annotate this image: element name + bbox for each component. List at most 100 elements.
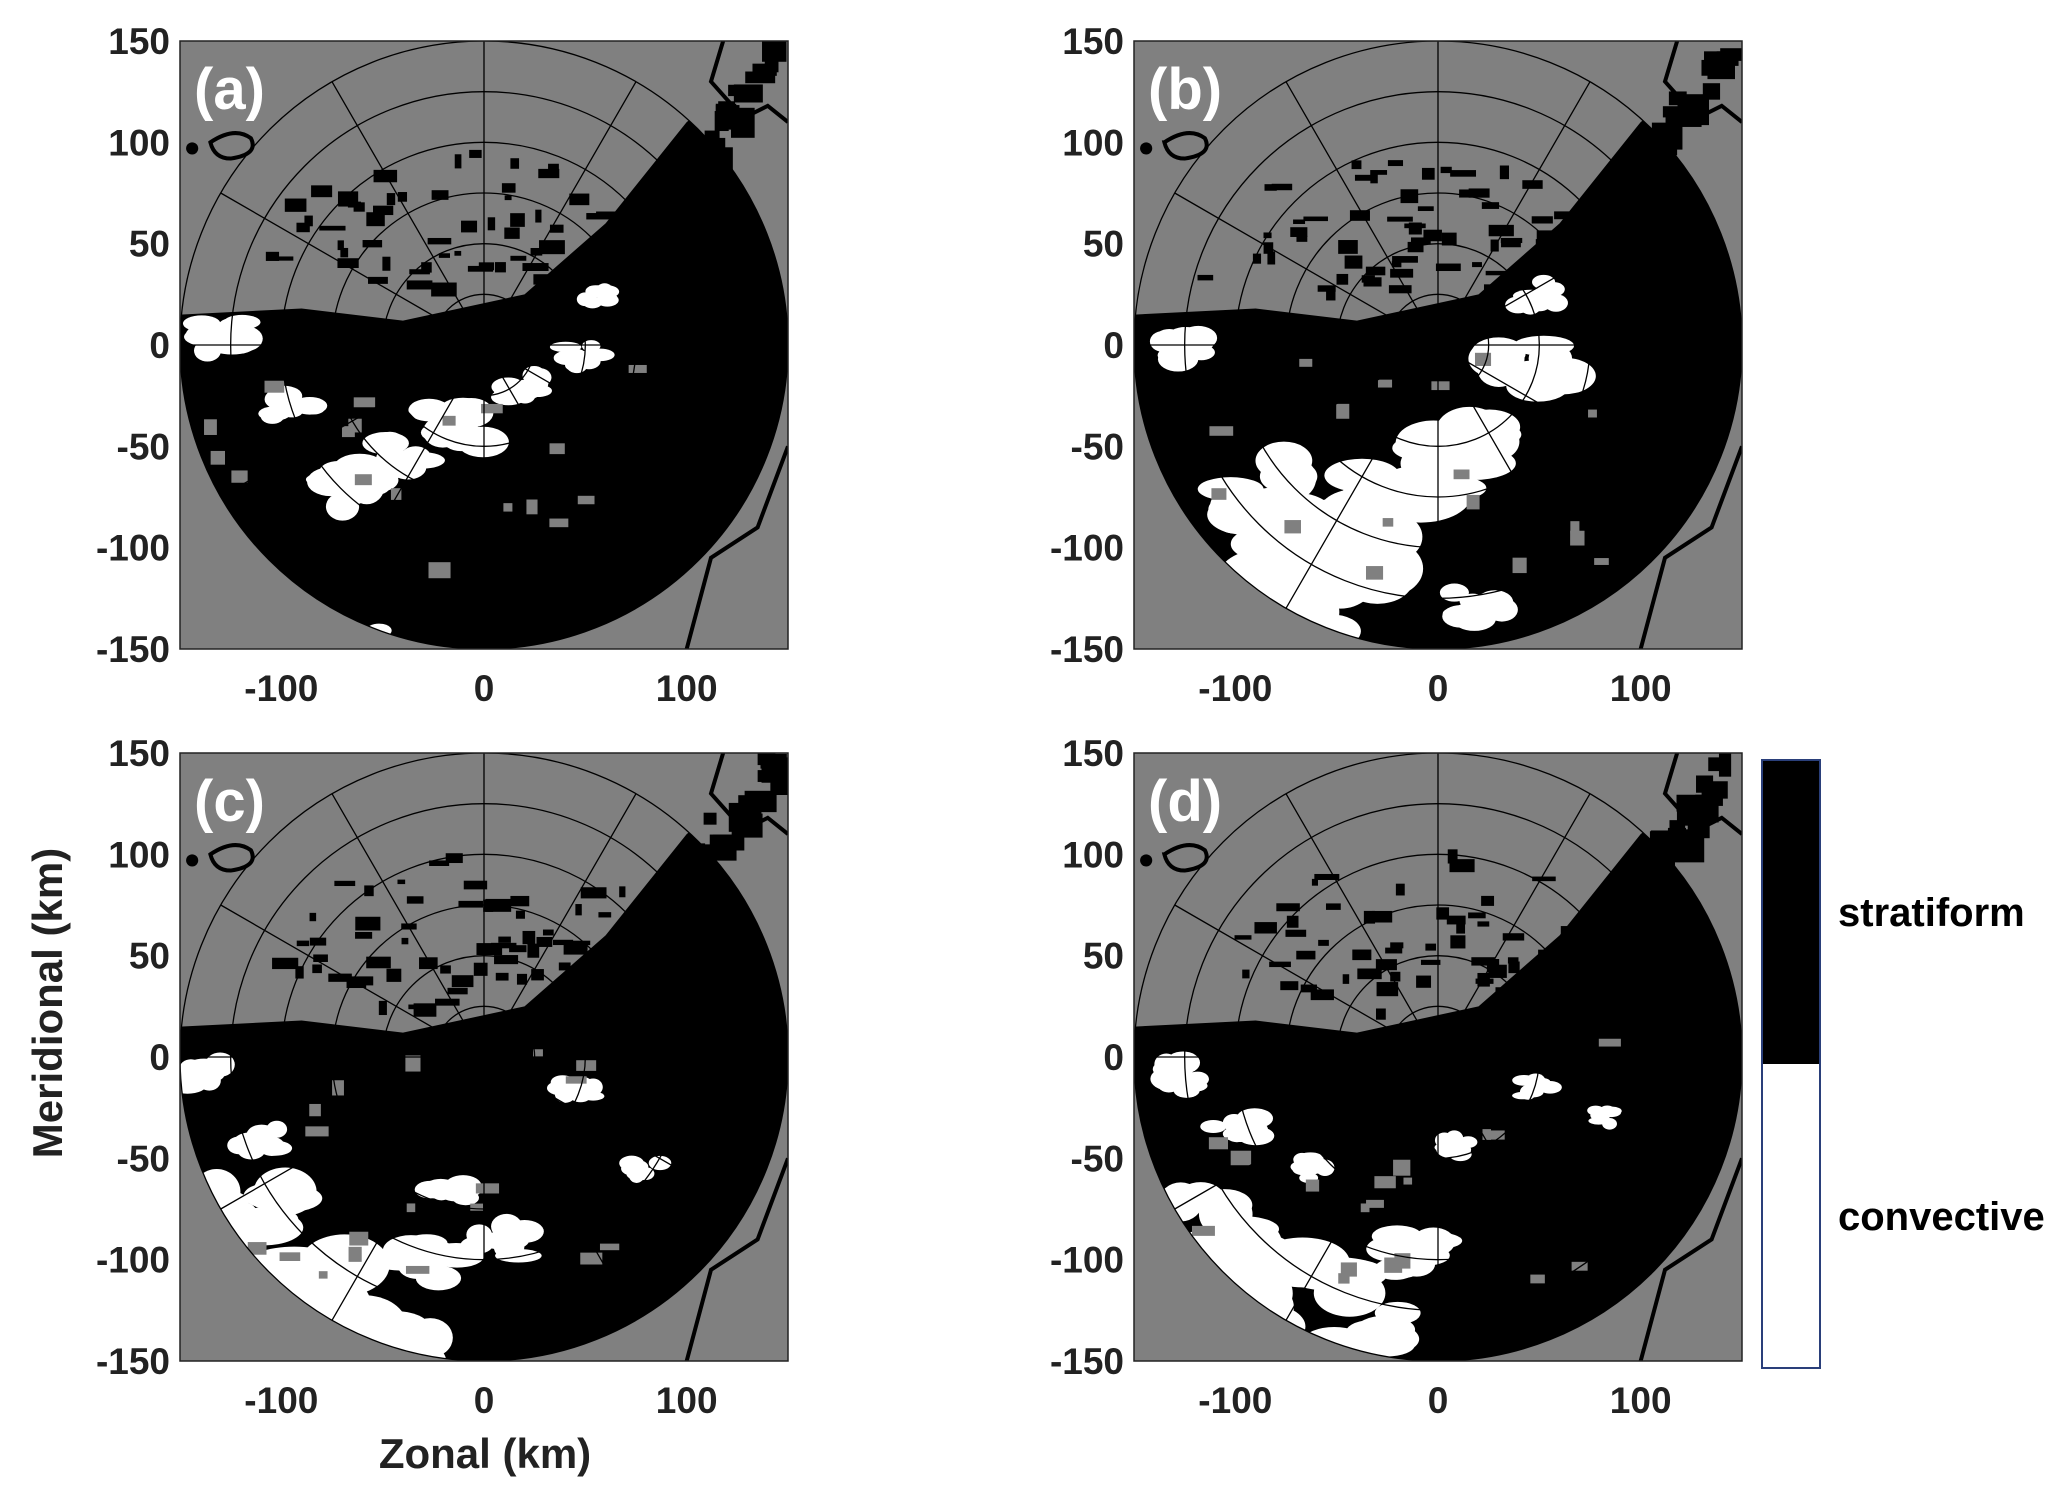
stratiform-cell [337, 240, 344, 251]
stratiform-cell [642, 895, 653, 906]
stratiform-cell [1296, 235, 1308, 242]
no-echo-gap [353, 397, 376, 408]
stratiform-cell [653, 256, 663, 263]
stratiform-cell [527, 943, 540, 958]
stratiform-cell [1559, 944, 1581, 955]
stratiform-cell [1410, 237, 1431, 245]
convective-cell [581, 340, 601, 352]
convective-cell [502, 1231, 530, 1249]
stratiform-cell [397, 192, 408, 202]
stratiform-cell [386, 193, 396, 206]
colorbar-frame [1761, 759, 1821, 1369]
stratiform-cell [1501, 241, 1521, 248]
stratiform-cell [1447, 849, 1458, 864]
stratiform-cell [676, 145, 693, 169]
stratiform-cell [463, 880, 488, 890]
stratiform-cell [1597, 999, 1614, 1010]
stratiform-cell [1395, 883, 1405, 896]
y-tick-label: -100 [96, 528, 170, 569]
radial-spoke [1437, 1056, 1702, 1210]
panel-4: 150 100 50 0 -50 -100 -150 -100 0 100 (d) [1050, 733, 1743, 1421]
no-echo-gap [1431, 381, 1450, 391]
axes-frame [1133, 40, 1743, 650]
stratiform-cell [733, 84, 763, 103]
stratiform-cell [1357, 968, 1382, 980]
no-echo-gap [1530, 1274, 1545, 1284]
no-echo-gap [549, 518, 569, 528]
coastline-segment [1638, 1157, 1742, 1361]
stratiform-cell [1688, 803, 1719, 823]
stratiform-cell [1390, 942, 1404, 949]
stratiform-cell [557, 983, 583, 993]
island-contour [1162, 131, 1209, 161]
stratiform-cell [401, 937, 409, 945]
stratiform-cell [1500, 237, 1523, 244]
coastline-segment [684, 1157, 788, 1361]
y-tick-label: 100 [1062, 122, 1124, 163]
stratiform-cell [386, 968, 402, 982]
stratiform-cell [1242, 969, 1250, 979]
stratiform-cell [1264, 184, 1277, 191]
x-tick-label: 0 [1428, 668, 1449, 709]
convective-cell [180, 1075, 207, 1094]
convective-cell [583, 1078, 603, 1096]
stratiform-cell [454, 154, 462, 169]
y-tick-label: -50 [117, 1138, 170, 1179]
stratiform-cell [1417, 206, 1434, 212]
no-echo-gap [576, 1060, 597, 1071]
stratiform-cell [1381, 960, 1394, 971]
stratiform-cell [504, 195, 512, 201]
no-echo-gap [231, 470, 248, 483]
no-echo-gap [247, 1242, 267, 1255]
stratiform-cell [510, 213, 525, 227]
stratiform-cell [1404, 223, 1426, 229]
stratiform-cell [649, 197, 680, 218]
radial-spoke [483, 344, 748, 498]
convective-cell [564, 348, 586, 359]
stratiform-cell [406, 280, 433, 290]
stratiform-cell [1197, 274, 1214, 281]
stratiform-cell [1662, 106, 1682, 118]
stratiform-cell [1718, 753, 1732, 777]
stratiform-cell [1481, 202, 1500, 209]
y-tick-label: 100 [108, 122, 170, 163]
stratiform-cell [373, 169, 398, 183]
stratiform-cell [1554, 211, 1570, 220]
stratiform-cell [337, 258, 359, 269]
y-tick-label: 50 [1083, 224, 1124, 265]
convective-cell [237, 1141, 266, 1160]
island-contour [208, 843, 255, 873]
stratiform-cell [531, 969, 544, 981]
no-echo-gap [354, 474, 372, 486]
no-echo-gap [309, 1103, 321, 1117]
stratiform-cell [1436, 907, 1450, 920]
stratiform-cell [682, 218, 709, 224]
stratiform-cell [1376, 982, 1399, 997]
convective-cell [1156, 1072, 1182, 1093]
stratiform-cell [549, 224, 564, 233]
no-echo-gap [1466, 494, 1480, 510]
y-tick-label: -100 [1050, 528, 1124, 569]
radial-spoke [220, 192, 485, 346]
coastline-segment [684, 445, 788, 649]
stratiform-cell [533, 274, 560, 285]
stratiform-cell [717, 974, 728, 986]
stratiform-cell [516, 973, 528, 985]
stratiform-cell [539, 240, 565, 255]
stratiform-cell [431, 190, 449, 200]
stratiform-cell [1496, 997, 1512, 1002]
stratiform-cell [476, 943, 503, 956]
polar-grid [1134, 753, 1742, 1361]
stratiform-cell [1267, 251, 1276, 265]
x-tick-label: 100 [656, 668, 718, 709]
stratiform-cell [676, 973, 683, 982]
no-echo-gap [533, 1049, 543, 1057]
stratiform-cell [1652, 839, 1675, 852]
stratiform-cell [1387, 216, 1413, 222]
stratiform-cell [1326, 287, 1336, 301]
convective-cell [1230, 526, 1305, 562]
stratiform-cell [1407, 241, 1424, 253]
stratiform-cell [1532, 876, 1556, 882]
radial-spoke [220, 344, 485, 498]
no-echo-gap [442, 415, 456, 426]
